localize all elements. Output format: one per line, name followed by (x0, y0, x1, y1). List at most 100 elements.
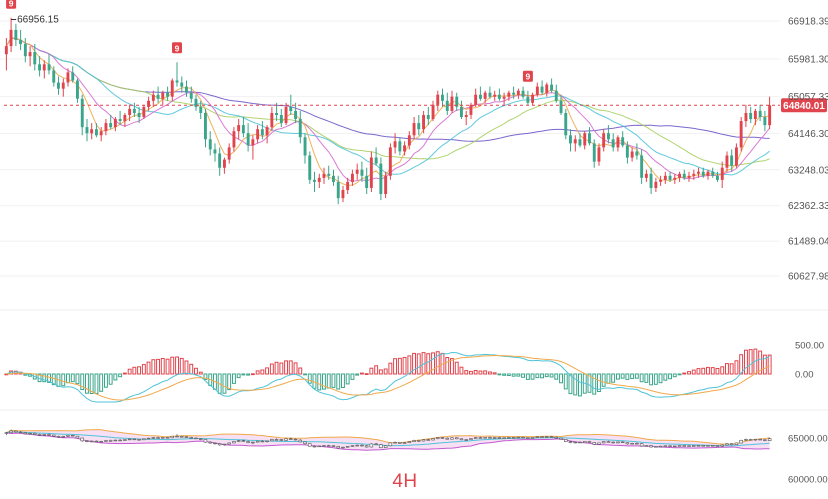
candle[interactable] (80, 94, 84, 136)
candle[interactable] (317, 173, 321, 188)
candle[interactable] (9, 17, 13, 53)
candle[interactable] (279, 108, 283, 128)
candle[interactable] (284, 102, 288, 126)
candle[interactable] (128, 104, 132, 122)
candle[interactable] (104, 119, 108, 136)
candle[interactable] (57, 76, 60, 95)
candle[interactable] (175, 62, 179, 87)
candle[interactable] (369, 151, 373, 193)
candle[interactable] (422, 110, 425, 134)
candle[interactable] (223, 157, 226, 174)
candle[interactable] (455, 92, 459, 111)
candle[interactable] (602, 129, 606, 152)
candle[interactable] (531, 92, 534, 105)
candle[interactable] (241, 117, 245, 138)
candle[interactable] (744, 104, 748, 128)
candle[interactable] (365, 167, 369, 194)
candle[interactable] (346, 177, 350, 194)
candle[interactable] (166, 86, 169, 101)
candle[interactable] (649, 167, 653, 194)
candle[interactable] (71, 66, 75, 83)
candle[interactable] (635, 143, 639, 160)
candle[interactable] (4, 38, 8, 71)
candle[interactable] (507, 90, 511, 101)
candle[interactable] (95, 123, 98, 138)
candle[interactable] (303, 133, 307, 164)
candle[interactable] (668, 171, 672, 182)
candle[interactable] (113, 117, 117, 132)
candle[interactable] (355, 163, 359, 180)
candle[interactable] (673, 173, 677, 184)
candle[interactable] (749, 106, 753, 124)
candle[interactable] (559, 94, 563, 115)
candle[interactable] (588, 127, 591, 146)
candle[interactable] (687, 171, 691, 182)
candle[interactable] (123, 113, 127, 128)
candle[interactable] (659, 175, 662, 186)
candle[interactable] (701, 167, 705, 178)
candle[interactable] (753, 108, 757, 126)
candle[interactable] (583, 131, 587, 150)
candle[interactable] (554, 84, 558, 103)
candle[interactable] (275, 102, 278, 122)
candle[interactable] (118, 110, 122, 126)
candle[interactable] (132, 102, 136, 117)
candle[interactable] (739, 117, 743, 152)
candle[interactable] (692, 169, 696, 180)
candle[interactable] (426, 106, 430, 126)
candle[interactable] (578, 133, 582, 148)
candle[interactable] (768, 96, 772, 130)
candle[interactable] (445, 92, 449, 115)
candle[interactable] (90, 123, 94, 140)
candle[interactable] (19, 29, 22, 51)
candle[interactable] (308, 151, 312, 184)
candle[interactable] (142, 104, 146, 119)
candle[interactable] (388, 143, 392, 180)
candle[interactable] (327, 165, 331, 180)
candle[interactable] (436, 90, 440, 111)
candle[interactable] (488, 86, 492, 99)
candle[interactable] (341, 185, 345, 203)
candle[interactable] (607, 125, 610, 144)
candle[interactable] (298, 110, 302, 144)
candle[interactable] (550, 78, 553, 93)
candle[interactable] (725, 151, 729, 172)
candle[interactable] (611, 133, 615, 152)
candle[interactable] (204, 108, 207, 148)
candle[interactable] (535, 82, 539, 97)
candle[interactable] (270, 106, 274, 132)
candle[interactable] (85, 119, 89, 142)
candle[interactable] (256, 125, 260, 144)
candle[interactable] (654, 177, 658, 192)
candle[interactable] (232, 127, 236, 152)
candle[interactable] (180, 76, 184, 93)
candle[interactable] (682, 169, 686, 180)
candle[interactable] (758, 104, 762, 122)
candle[interactable] (14, 23, 18, 47)
candle[interactable] (469, 102, 473, 119)
candle[interactable] (61, 78, 65, 97)
candle[interactable] (199, 100, 203, 119)
candle[interactable] (403, 141, 406, 156)
candle[interactable] (66, 68, 70, 87)
candle[interactable] (564, 108, 568, 140)
candle[interactable] (185, 80, 188, 97)
candle[interactable] (569, 129, 572, 152)
candle[interactable] (407, 131, 411, 150)
candle[interactable] (161, 90, 165, 105)
candle[interactable] (189, 86, 193, 103)
candle[interactable] (597, 143, 601, 166)
candle[interactable] (711, 167, 715, 178)
candle[interactable] (52, 66, 56, 87)
candle[interactable] (294, 102, 297, 124)
candle[interactable] (109, 115, 113, 130)
candle[interactable] (47, 54, 51, 75)
candle[interactable] (23, 38, 27, 63)
candle[interactable] (730, 149, 734, 172)
candle[interactable] (592, 139, 596, 168)
candle[interactable] (716, 171, 719, 182)
candle[interactable] (644, 169, 648, 182)
candle[interactable] (483, 90, 487, 103)
candle[interactable] (431, 100, 435, 122)
